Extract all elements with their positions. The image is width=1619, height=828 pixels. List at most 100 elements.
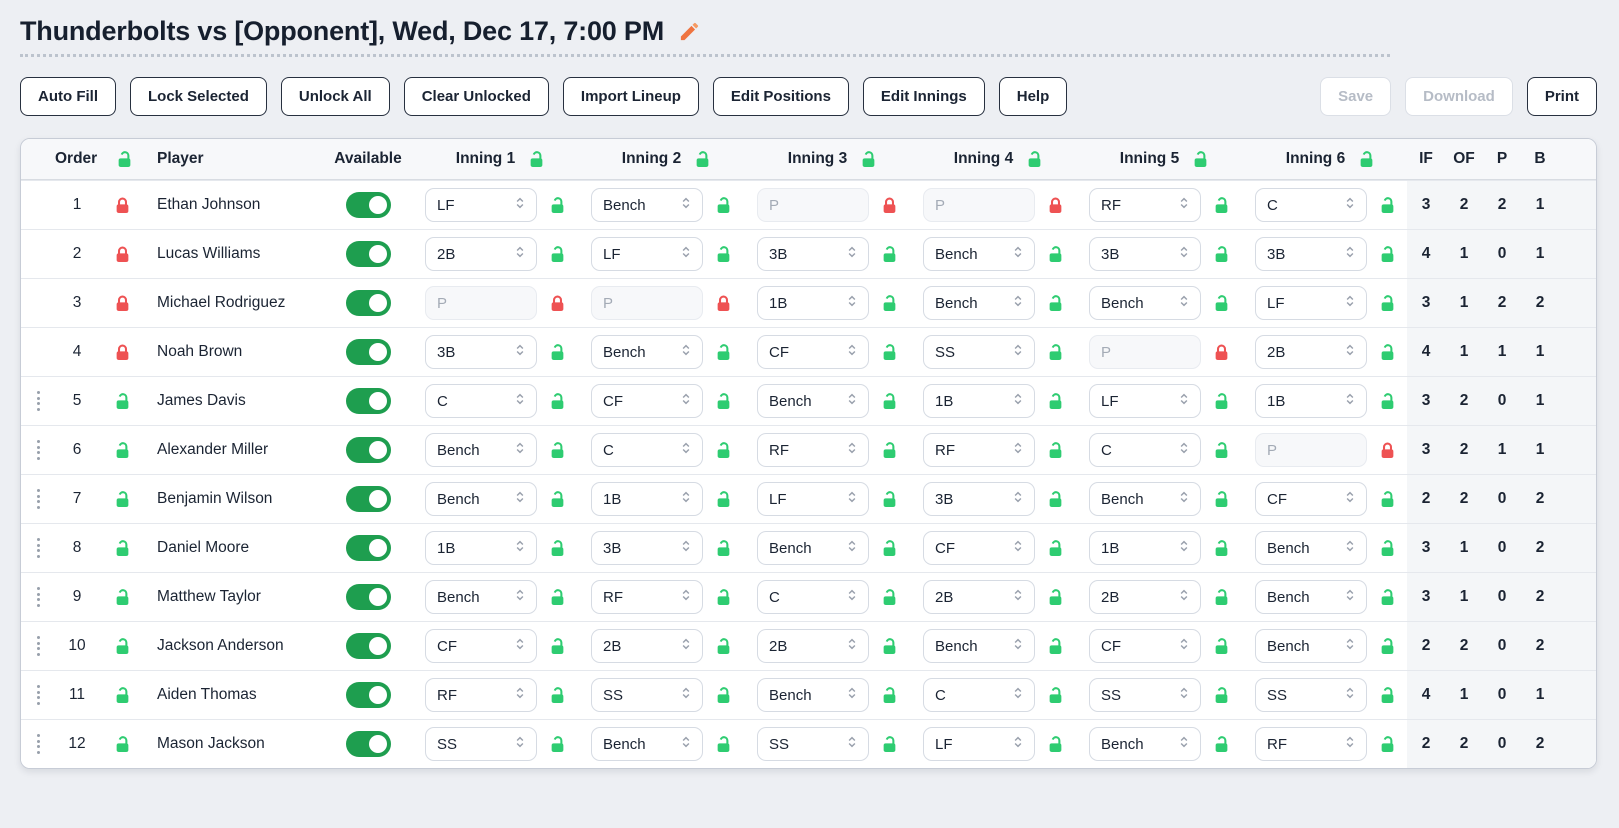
position-select-inning-3[interactable]: 2B xyxy=(757,629,869,663)
inning-4-unlocked-icon[interactable] xyxy=(1046,686,1065,705)
position-select-inning-6[interactable]: Bench xyxy=(1255,629,1367,663)
inning-3-unlocked-icon[interactable] xyxy=(880,735,899,754)
position-select-inning-1[interactable]: 1B xyxy=(425,531,537,565)
edit-innings-button[interactable]: Edit Innings xyxy=(862,77,985,116)
inning-1-unlocked-icon[interactable] xyxy=(548,686,567,705)
inning-1-unlocked-icon[interactable] xyxy=(548,588,567,607)
position-select-inning-5[interactable]: LF xyxy=(1089,384,1201,418)
position-select-inning-5[interactable]: RF xyxy=(1089,188,1201,222)
position-select-inning-5[interactable]: CF xyxy=(1089,629,1201,663)
auto-fill-button[interactable]: Auto Fill xyxy=(20,77,116,116)
inning-2-unlocked-icon[interactable] xyxy=(714,245,733,264)
print-button[interactable]: Print xyxy=(1526,77,1597,116)
position-select-inning-6[interactable]: LF xyxy=(1255,286,1367,320)
drag-handle-icon[interactable] xyxy=(37,538,40,558)
inning-3-locked-icon[interactable] xyxy=(880,196,899,215)
availability-toggle[interactable] xyxy=(345,290,391,316)
position-select-inning-4[interactable]: LF xyxy=(923,727,1035,761)
inning-6-unlocked-icon[interactable] xyxy=(1378,539,1397,558)
inning-1-unlocked-icon[interactable] xyxy=(548,441,567,460)
position-select-inning-5[interactable]: 2B xyxy=(1089,580,1201,614)
inning-1-unlocked-icon[interactable] xyxy=(548,539,567,558)
position-select-inning-5[interactable]: Bench xyxy=(1089,286,1201,320)
inning-3-column-unlocked-icon[interactable] xyxy=(859,150,878,169)
order-column-unlocked-icon[interactable] xyxy=(115,150,134,169)
position-select-inning-3[interactable]: 1B xyxy=(757,286,869,320)
position-select-inning-1[interactable]: 3B xyxy=(425,335,537,369)
position-select-inning-1[interactable]: Bench xyxy=(425,433,537,467)
inning-5-unlocked-icon[interactable] xyxy=(1212,490,1231,509)
position-select-inning-5[interactable]: 1B xyxy=(1089,531,1201,565)
position-select-inning-2[interactable]: 1B xyxy=(591,482,703,516)
inning-1-unlocked-icon[interactable] xyxy=(548,637,567,656)
position-select-inning-6[interactable]: 3B xyxy=(1255,237,1367,271)
inning-5-unlocked-icon[interactable] xyxy=(1212,196,1231,215)
position-select-inning-1[interactable]: C xyxy=(425,384,537,418)
inning-5-unlocked-icon[interactable] xyxy=(1212,539,1231,558)
position-select-inning-5[interactable]: Bench xyxy=(1089,727,1201,761)
inning-4-unlocked-icon[interactable] xyxy=(1046,490,1065,509)
position-select-inning-2[interactable]: Bench xyxy=(591,727,703,761)
availability-toggle[interactable] xyxy=(345,633,391,659)
position-select-inning-6[interactable]: 2B xyxy=(1255,335,1367,369)
position-select-inning-2[interactable]: C xyxy=(591,433,703,467)
row-unlocked-icon[interactable] xyxy=(113,637,132,656)
position-select-inning-1[interactable]: Bench xyxy=(425,580,537,614)
position-select-inning-6[interactable]: Bench xyxy=(1255,580,1367,614)
position-select-inning-6[interactable]: 1B xyxy=(1255,384,1367,418)
inning-3-unlocked-icon[interactable] xyxy=(880,539,899,558)
inning-6-unlocked-icon[interactable] xyxy=(1378,294,1397,313)
position-select-inning-2[interactable]: Bench xyxy=(591,188,703,222)
inning-4-unlocked-icon[interactable] xyxy=(1046,245,1065,264)
inning-3-unlocked-icon[interactable] xyxy=(880,392,899,411)
help-button[interactable]: Help xyxy=(998,77,1068,116)
clear-unlocked-button[interactable]: Clear Unlocked xyxy=(403,77,549,116)
inning-4-unlocked-icon[interactable] xyxy=(1046,392,1065,411)
inning-1-unlocked-icon[interactable] xyxy=(548,490,567,509)
position-select-inning-6[interactable]: RF xyxy=(1255,727,1367,761)
position-select-inning-1[interactable]: LF xyxy=(425,188,537,222)
position-select-inning-2[interactable]: RF xyxy=(591,580,703,614)
inning-2-unlocked-icon[interactable] xyxy=(714,441,733,460)
inning-2-unlocked-icon[interactable] xyxy=(714,735,733,754)
inning-1-locked-icon[interactable] xyxy=(548,294,567,313)
availability-toggle[interactable] xyxy=(345,535,391,561)
position-select-inning-2[interactable]: Bench xyxy=(591,335,703,369)
inning-2-locked-icon[interactable] xyxy=(714,294,733,313)
position-select-inning-2[interactable]: CF xyxy=(591,384,703,418)
inning-3-unlocked-icon[interactable] xyxy=(880,490,899,509)
inning-2-unlocked-icon[interactable] xyxy=(714,588,733,607)
inning-2-unlocked-icon[interactable] xyxy=(714,637,733,656)
inning-6-unlocked-icon[interactable] xyxy=(1378,196,1397,215)
position-select-inning-4[interactable]: SS xyxy=(923,335,1035,369)
inning-2-unlocked-icon[interactable] xyxy=(714,343,733,362)
edit-positions-button[interactable]: Edit Positions xyxy=(712,77,849,116)
inning-6-unlocked-icon[interactable] xyxy=(1378,343,1397,362)
row-unlocked-icon[interactable] xyxy=(113,735,132,754)
inning-1-column-unlocked-icon[interactable] xyxy=(527,150,546,169)
availability-toggle[interactable] xyxy=(345,339,391,365)
availability-toggle[interactable] xyxy=(345,731,391,757)
position-select-inning-2[interactable]: 3B xyxy=(591,531,703,565)
position-select-inning-3[interactable]: CF xyxy=(757,335,869,369)
position-select-inning-4[interactable]: Bench xyxy=(923,629,1035,663)
position-select-inning-3[interactable]: RF xyxy=(757,433,869,467)
inning-2-column-unlocked-icon[interactable] xyxy=(693,150,712,169)
inning-6-unlocked-icon[interactable] xyxy=(1378,588,1397,607)
inning-4-unlocked-icon[interactable] xyxy=(1046,735,1065,754)
position-select-inning-4[interactable]: C xyxy=(923,678,1035,712)
inning-5-unlocked-icon[interactable] xyxy=(1212,294,1231,313)
position-select-inning-5[interactable]: C xyxy=(1089,433,1201,467)
row-unlocked-icon[interactable] xyxy=(113,441,132,460)
inning-4-unlocked-icon[interactable] xyxy=(1046,539,1065,558)
drag-handle-icon[interactable] xyxy=(37,391,40,411)
inning-6-unlocked-icon[interactable] xyxy=(1378,686,1397,705)
availability-toggle[interactable] xyxy=(345,192,391,218)
inning-1-unlocked-icon[interactable] xyxy=(548,735,567,754)
drag-handle-icon[interactable] xyxy=(37,734,40,754)
inning-3-unlocked-icon[interactable] xyxy=(880,441,899,460)
position-select-inning-6[interactable]: CF xyxy=(1255,482,1367,516)
inning-4-column-unlocked-icon[interactable] xyxy=(1025,150,1044,169)
position-select-inning-1[interactable]: 2B xyxy=(425,237,537,271)
inning-4-unlocked-icon[interactable] xyxy=(1046,343,1065,362)
